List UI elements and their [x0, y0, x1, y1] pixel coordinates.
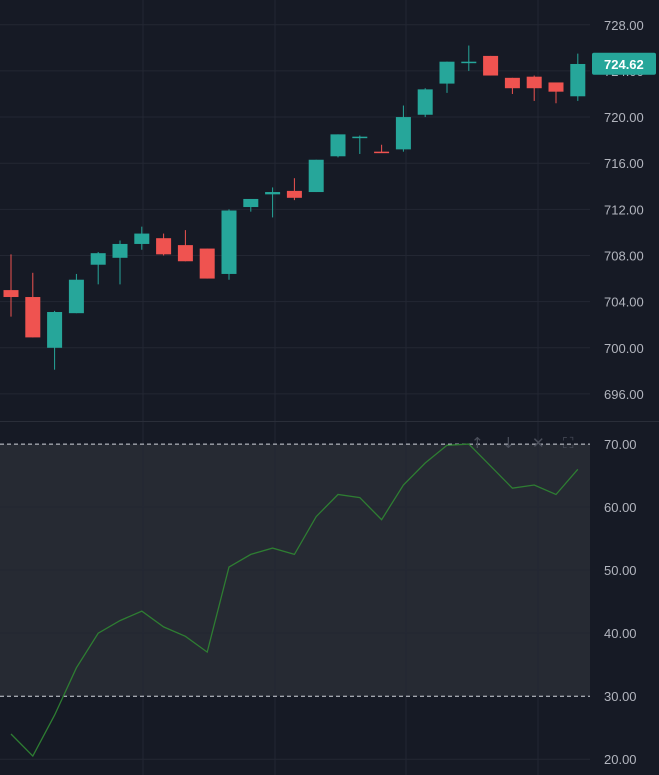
candle-body	[243, 198, 259, 208]
candle[interactable]	[483, 55, 499, 76]
candle-body	[504, 77, 520, 89]
candle[interactable]	[25, 272, 41, 338]
rsi-tick-label: 30.00	[604, 689, 637, 704]
candlestick-series[interactable]	[3, 45, 586, 370]
candle-body	[330, 134, 346, 157]
candle[interactable]	[570, 53, 586, 101]
candle[interactable]	[90, 252, 106, 285]
candle-body	[308, 159, 324, 193]
candle-body	[526, 76, 542, 89]
candle-body	[3, 290, 19, 298]
candle[interactable]	[504, 77, 520, 94]
candle-body	[439, 61, 455, 84]
price-axis[interactable]: 728.00724.00720.00716.00712.00708.00704.…	[604, 18, 644, 402]
rsi-line[interactable]	[10, 443, 579, 758]
last-price-badge	[592, 52, 656, 75]
candle-body	[461, 61, 477, 64]
candle[interactable]	[461, 45, 477, 71]
candle[interactable]	[330, 134, 346, 158]
candle-body	[483, 55, 499, 76]
candle-body	[265, 192, 281, 195]
rsi-tick-label: 20.00	[604, 752, 637, 767]
rsi-tick-label: 70.00	[604, 437, 637, 452]
candle[interactable]	[265, 187, 281, 218]
candle[interactable]	[417, 88, 433, 118]
candle-body	[374, 151, 390, 154]
price-tick-label: 728.00	[604, 18, 644, 33]
price-tick-label: 696.00	[604, 387, 644, 402]
price-tick-label: 700.00	[604, 341, 644, 356]
candle-body	[177, 245, 193, 262]
candle-body	[199, 248, 215, 279]
price-tick-label: 720.00	[604, 110, 644, 125]
candle-body	[68, 279, 84, 314]
candle-body	[352, 136, 368, 139]
rsi-tick-label: 60.00	[604, 500, 637, 515]
candle[interactable]	[439, 61, 455, 93]
price-grid	[0, 0, 659, 422]
rsi-band-lines	[0, 443, 590, 697]
candle-body	[156, 238, 172, 255]
rsi-tick-label: 50.00	[604, 563, 637, 578]
candle[interactable]	[526, 75, 542, 101]
candle[interactable]	[156, 233, 172, 256]
candle[interactable]	[47, 310, 63, 370]
rsi-grid	[0, 422, 590, 775]
rsi-axis[interactable]: 70.00 60.00 50.00 40.00 30.00 20.00	[604, 437, 637, 767]
candle-body	[112, 243, 128, 258]
candle-body	[570, 63, 586, 97]
candle[interactable]	[352, 135, 368, 154]
candle[interactable]	[374, 144, 390, 154]
last-price-label: 724.62	[604, 57, 644, 72]
pane-controls[interactable]: ↑ ↓ ✕ ⛶	[471, 434, 574, 452]
maximize-pane-icon[interactable]: ⛶	[563, 434, 574, 452]
rsi-tick-label: 40.00	[604, 626, 637, 641]
close-pane-icon[interactable]: ✕	[532, 434, 545, 452]
candle[interactable]	[199, 248, 215, 279]
candle[interactable]	[68, 273, 84, 314]
price-tick-label: 712.00	[604, 202, 644, 217]
candle-body	[548, 82, 564, 92]
price-tick-label: 716.00	[604, 156, 644, 171]
candle[interactable]	[134, 226, 150, 250]
candle-body	[134, 233, 150, 244]
candle[interactable]	[286, 178, 302, 201]
candle[interactable]	[177, 230, 193, 262]
price-tick-label: 708.00	[604, 248, 644, 263]
candle-body	[25, 297, 41, 338]
candle[interactable]	[3, 254, 19, 317]
candle-body	[286, 190, 302, 198]
candle[interactable]	[221, 209, 237, 280]
candle[interactable]	[308, 159, 324, 193]
candle[interactable]	[395, 105, 411, 152]
price-tick-label: 704.00	[604, 295, 644, 310]
rsi-series[interactable]	[10, 443, 579, 758]
candle-body	[417, 89, 433, 115]
last-price-marker: 724.62	[592, 52, 656, 75]
candle[interactable]	[112, 240, 128, 285]
move-pane-up-icon[interactable]: ↑	[471, 434, 484, 452]
candle[interactable]	[243, 198, 259, 212]
candle-body	[395, 117, 411, 150]
candle-body	[47, 312, 63, 348]
move-pane-down-icon[interactable]: ↓	[502, 434, 515, 452]
candle[interactable]	[548, 82, 564, 104]
candle-body	[221, 210, 237, 274]
candle-body	[90, 253, 106, 265]
